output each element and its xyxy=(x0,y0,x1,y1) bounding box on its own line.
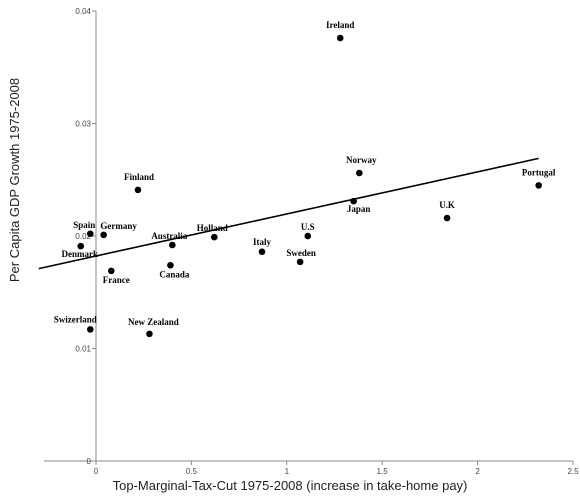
point-portugal xyxy=(535,182,542,189)
point-u-s xyxy=(304,232,312,240)
point-sweden xyxy=(296,258,304,266)
point-japan xyxy=(350,197,357,205)
label-germany: Germany xyxy=(100,221,137,231)
point-labels: Ireland Norway Portugal Japan U.K Finland Spai… xyxy=(54,20,556,327)
y-tick-label: 0.02 xyxy=(75,232,91,241)
label-canada: Canada xyxy=(159,269,190,279)
trendline xyxy=(38,157,539,270)
label-new-zealand: New Zealand xyxy=(128,317,179,327)
y-tick-label: 0.01 xyxy=(75,345,91,354)
label-u-s: U.S xyxy=(301,222,315,232)
point-holland xyxy=(210,233,218,241)
point-swizerland xyxy=(86,326,94,333)
label-norway: Norway xyxy=(346,155,377,165)
y-tick-label: 0 xyxy=(87,457,92,466)
label-sweden: Sweden xyxy=(286,248,316,258)
tick-labels: 0 0.5 1 1.5 2 2.5 0 0.01 0.02 0.03 0.04 xyxy=(75,7,579,476)
point-u-k xyxy=(443,214,451,222)
label-australia: Australia xyxy=(151,231,188,241)
label-swizerland: Swizerland xyxy=(54,314,97,324)
label-portugal: Portugal xyxy=(522,167,556,177)
label-u-k: U.K xyxy=(439,200,455,210)
x-tick-label: 2 xyxy=(475,467,480,476)
axes xyxy=(44,10,574,465)
point-denmark xyxy=(77,242,85,250)
point-finland xyxy=(134,186,142,194)
point-ireland xyxy=(336,34,344,42)
point-australia xyxy=(169,241,176,249)
point-new-zealand xyxy=(146,330,153,338)
label-italy: Italy xyxy=(253,237,272,247)
label-denmark: Denmark xyxy=(61,249,98,259)
x-axis-title: Top-Marginal-Tax-Cut 1975-2008 (increase… xyxy=(113,478,468,493)
label-finland: Finland xyxy=(124,172,154,182)
label-holland: Holland xyxy=(197,223,228,233)
x-tick-label: 0.5 xyxy=(186,467,198,476)
point-spain xyxy=(86,230,94,238)
point-germany xyxy=(100,231,107,239)
x-tick-label: 2.5 xyxy=(567,467,579,476)
x-tick-label: 1 xyxy=(285,467,290,476)
label-france: France xyxy=(103,275,130,285)
trendline-group xyxy=(38,157,539,270)
x-tick-label: 0 xyxy=(94,467,99,476)
point-italy xyxy=(258,248,266,256)
y-tick-label: 0.03 xyxy=(75,120,91,129)
point-norway xyxy=(356,169,363,177)
label-japan: Japan xyxy=(347,204,371,214)
label-ireland: Ireland xyxy=(326,20,354,30)
label-spain: Spain xyxy=(73,220,95,230)
data-points xyxy=(77,34,542,338)
y-tick-label: 0.04 xyxy=(75,7,91,16)
point-france xyxy=(107,267,115,275)
y-axis-title: Per Capita GDP Growth 1975-2008 xyxy=(7,78,22,282)
point-canada xyxy=(167,261,174,269)
x-tick-label: 1.5 xyxy=(377,467,389,476)
